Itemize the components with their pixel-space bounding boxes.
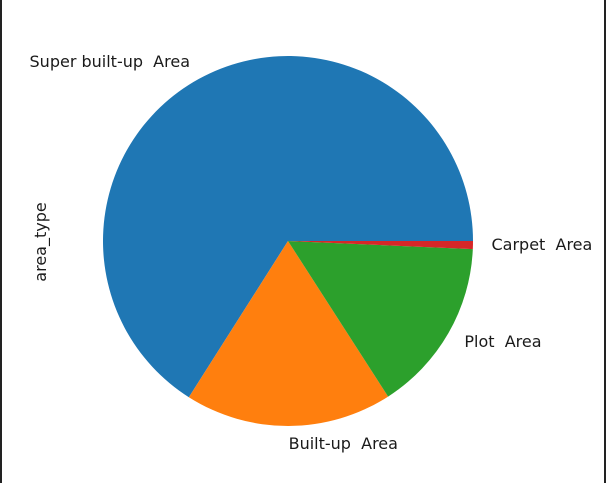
pie-slice-label: Super built-up Area	[30, 52, 190, 71]
pie-slice	[188, 241, 389, 426]
pie-slice-label: Built-up Area	[289, 434, 398, 453]
y-axis-label: area_type	[31, 202, 51, 281]
pie-labels: Super built-up Area Built-up Area Plot Are…	[30, 52, 593, 453]
pie-slice-label: Carpet Area	[492, 235, 593, 254]
pie-slice	[288, 241, 473, 397]
pie-slice	[103, 56, 473, 398]
pie-slice-label: Plot Area	[464, 332, 541, 351]
pie-slices	[103, 56, 473, 426]
pie-slice	[288, 241, 473, 250]
